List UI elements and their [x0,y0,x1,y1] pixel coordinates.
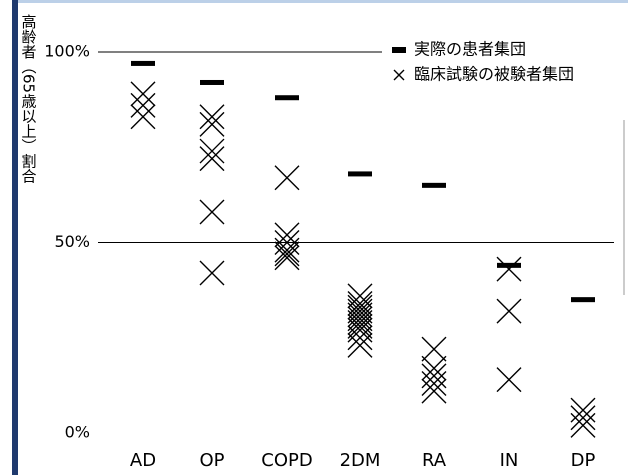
dash-marker [275,95,299,101]
x-marker [496,298,522,324]
dash-marker [200,79,224,85]
x-marker [496,367,522,393]
x-marker [347,332,373,358]
x-tick-label: DP [571,450,596,471]
x-marker [199,104,225,130]
y-tick-label: 0% [65,423,90,442]
x-marker [421,378,447,404]
legend-label: 臨床試験の被験者集団 [414,65,574,84]
x-marker [274,241,300,267]
y-tick-label: 100% [44,42,90,61]
x-tick-label: AD [130,450,156,471]
dash-marker [131,60,155,66]
x-tick-label: COPD [261,450,312,471]
x-marker [199,138,225,164]
x-marker [130,104,156,130]
x-marker [421,370,447,396]
legend-label: 実際の患者集団 [414,40,526,59]
x-marker [199,260,225,286]
dash-marker [571,297,595,303]
dash-marker [348,171,372,177]
x-marker [347,325,373,351]
x-marker [570,405,596,431]
x-tick-label: OP [199,450,224,471]
top-edge [18,0,628,3]
x-marker [199,199,225,225]
x-marker [421,336,447,362]
x-tick-label: 2DM [340,450,381,471]
x-marker [130,92,156,118]
x-marker [347,306,373,332]
x-marker [199,146,225,172]
x-marker [496,256,522,282]
dash-marker [422,182,446,188]
legend-swatch [393,69,405,81]
y-tick-label: 50% [54,232,90,251]
dash-marker [497,262,521,268]
y-axis-label: 高齢者（65歳以上）割合 [20,14,38,183]
legend-swatch [392,47,406,53]
x-tick-label: IN [500,450,519,471]
x-marker [570,412,596,438]
x-marker [274,245,300,271]
x-marker [274,237,300,263]
left-edge [12,0,18,475]
x-marker [347,313,373,339]
x-marker [274,165,300,191]
x-marker [130,81,156,107]
x-marker [199,111,225,137]
x-tick-label: RA [422,450,447,471]
